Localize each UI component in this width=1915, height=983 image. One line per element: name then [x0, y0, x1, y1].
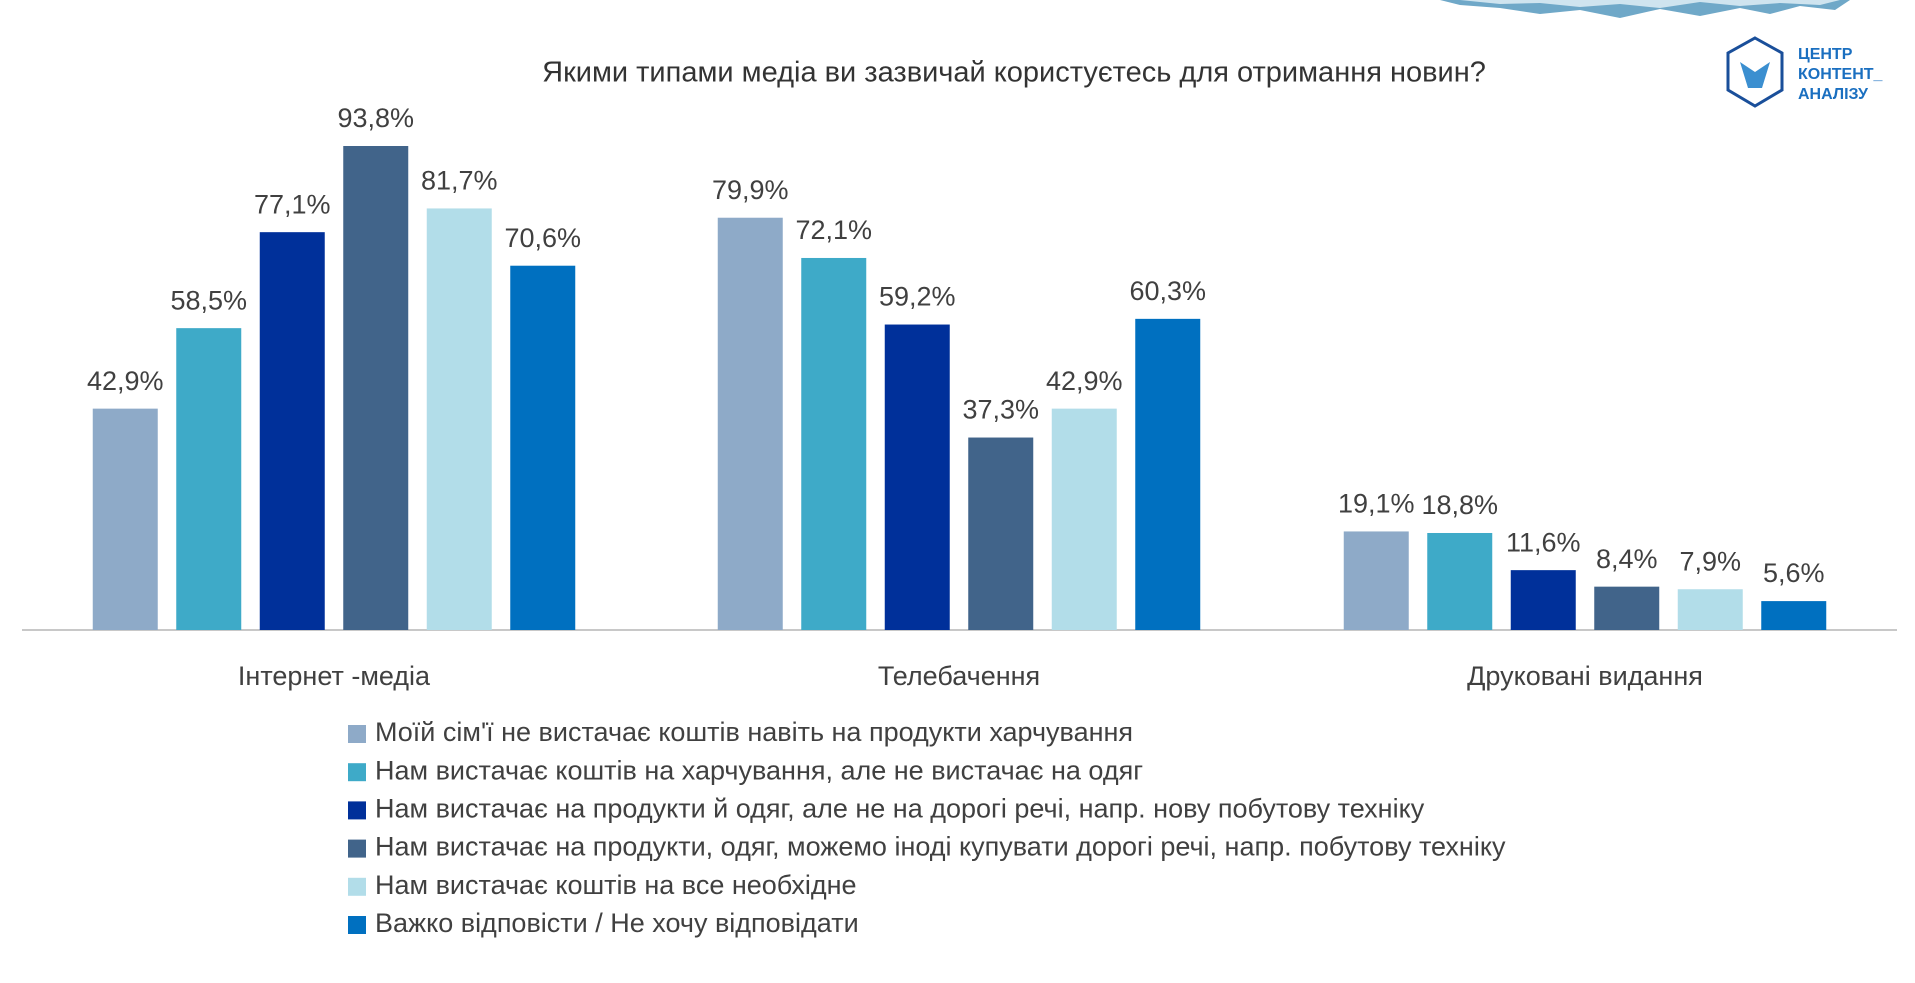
bar: [717, 217, 783, 630]
value-label: 37,3%: [962, 395, 1039, 425]
legend-label: Моїй сім'ї не вистачає коштів навіть на …: [375, 717, 1133, 747]
bar: [968, 437, 1034, 630]
bar: [1594, 586, 1660, 630]
value-label: 18,8%: [1421, 490, 1498, 520]
legend-swatch: [348, 725, 366, 743]
bar: [801, 257, 867, 630]
legend-label: Нам вистачає на продукти, одяг, можемо і…: [375, 832, 1506, 862]
legend-label: Нам вистачає коштів на харчування, але н…: [375, 755, 1143, 785]
value-label: 59,2%: [879, 282, 956, 312]
bar: [426, 208, 492, 630]
x-tick-label: Друковані видання: [1467, 661, 1703, 691]
legend-label: Важко відповісти / Не хочу відповідати: [375, 908, 859, 938]
legend-label: Нам вистачає на продукти й одяг, але не …: [375, 794, 1425, 824]
value-label: 79,9%: [712, 175, 789, 205]
logo-text: ЦЕНТР: [1798, 46, 1853, 63]
logo-text: КОНТЕНТ_: [1798, 66, 1884, 83]
logo: ЦЕНТР КОНТЕНТ_ АНАЛІЗУ: [1726, 36, 1884, 108]
value-label: 5,6%: [1763, 558, 1825, 588]
bar: [92, 408, 158, 630]
legend-swatch: [348, 801, 366, 820]
bar: [1051, 408, 1117, 630]
bar: [343, 146, 409, 630]
legend-swatch: [348, 877, 366, 896]
logo-mark: [1740, 62, 1770, 88]
value-label: 60,3%: [1129, 276, 1206, 306]
legend-swatch: [348, 839, 366, 858]
bar: [510, 265, 576, 630]
value-label: 42,9%: [1046, 366, 1123, 396]
legend-label: Нам вистачає коштів на все необхідне: [375, 870, 857, 900]
bar: [1427, 532, 1493, 630]
x-tick-label: Телебачення: [878, 661, 1040, 691]
bar: [1510, 570, 1576, 630]
value-label: 70,6%: [504, 223, 581, 253]
value-label: 42,9%: [87, 366, 164, 396]
value-label: 11,6%: [1506, 527, 1581, 557]
legend-swatch: [348, 916, 366, 934]
value-label: 93,8%: [337, 103, 414, 133]
bar: [1677, 589, 1743, 630]
decor-wave-light: [1460, 0, 1840, 8]
bar: [884, 324, 950, 630]
value-label: 72,1%: [795, 215, 872, 245]
legend-swatch: [348, 763, 366, 782]
bar: [1343, 531, 1409, 630]
value-label: 81,7%: [421, 166, 498, 196]
bar: [1761, 601, 1827, 630]
bar: [176, 328, 242, 630]
x-tick-label: Інтернет -медіа: [238, 661, 431, 691]
value-label: 19,1%: [1338, 489, 1415, 519]
value-label: 58,5%: [170, 285, 247, 315]
logo-text: АНАЛІЗУ: [1798, 86, 1869, 103]
value-label: 7,9%: [1679, 546, 1741, 576]
logo-hexagon: [1726, 36, 1784, 108]
bar: [1135, 318, 1201, 630]
value-label: 77,1%: [254, 189, 331, 219]
value-label: 8,4%: [1596, 544, 1658, 574]
bar: [259, 232, 325, 630]
chart-title: Якими типами медіа ви зазвичай користуєт…: [542, 57, 1486, 89]
